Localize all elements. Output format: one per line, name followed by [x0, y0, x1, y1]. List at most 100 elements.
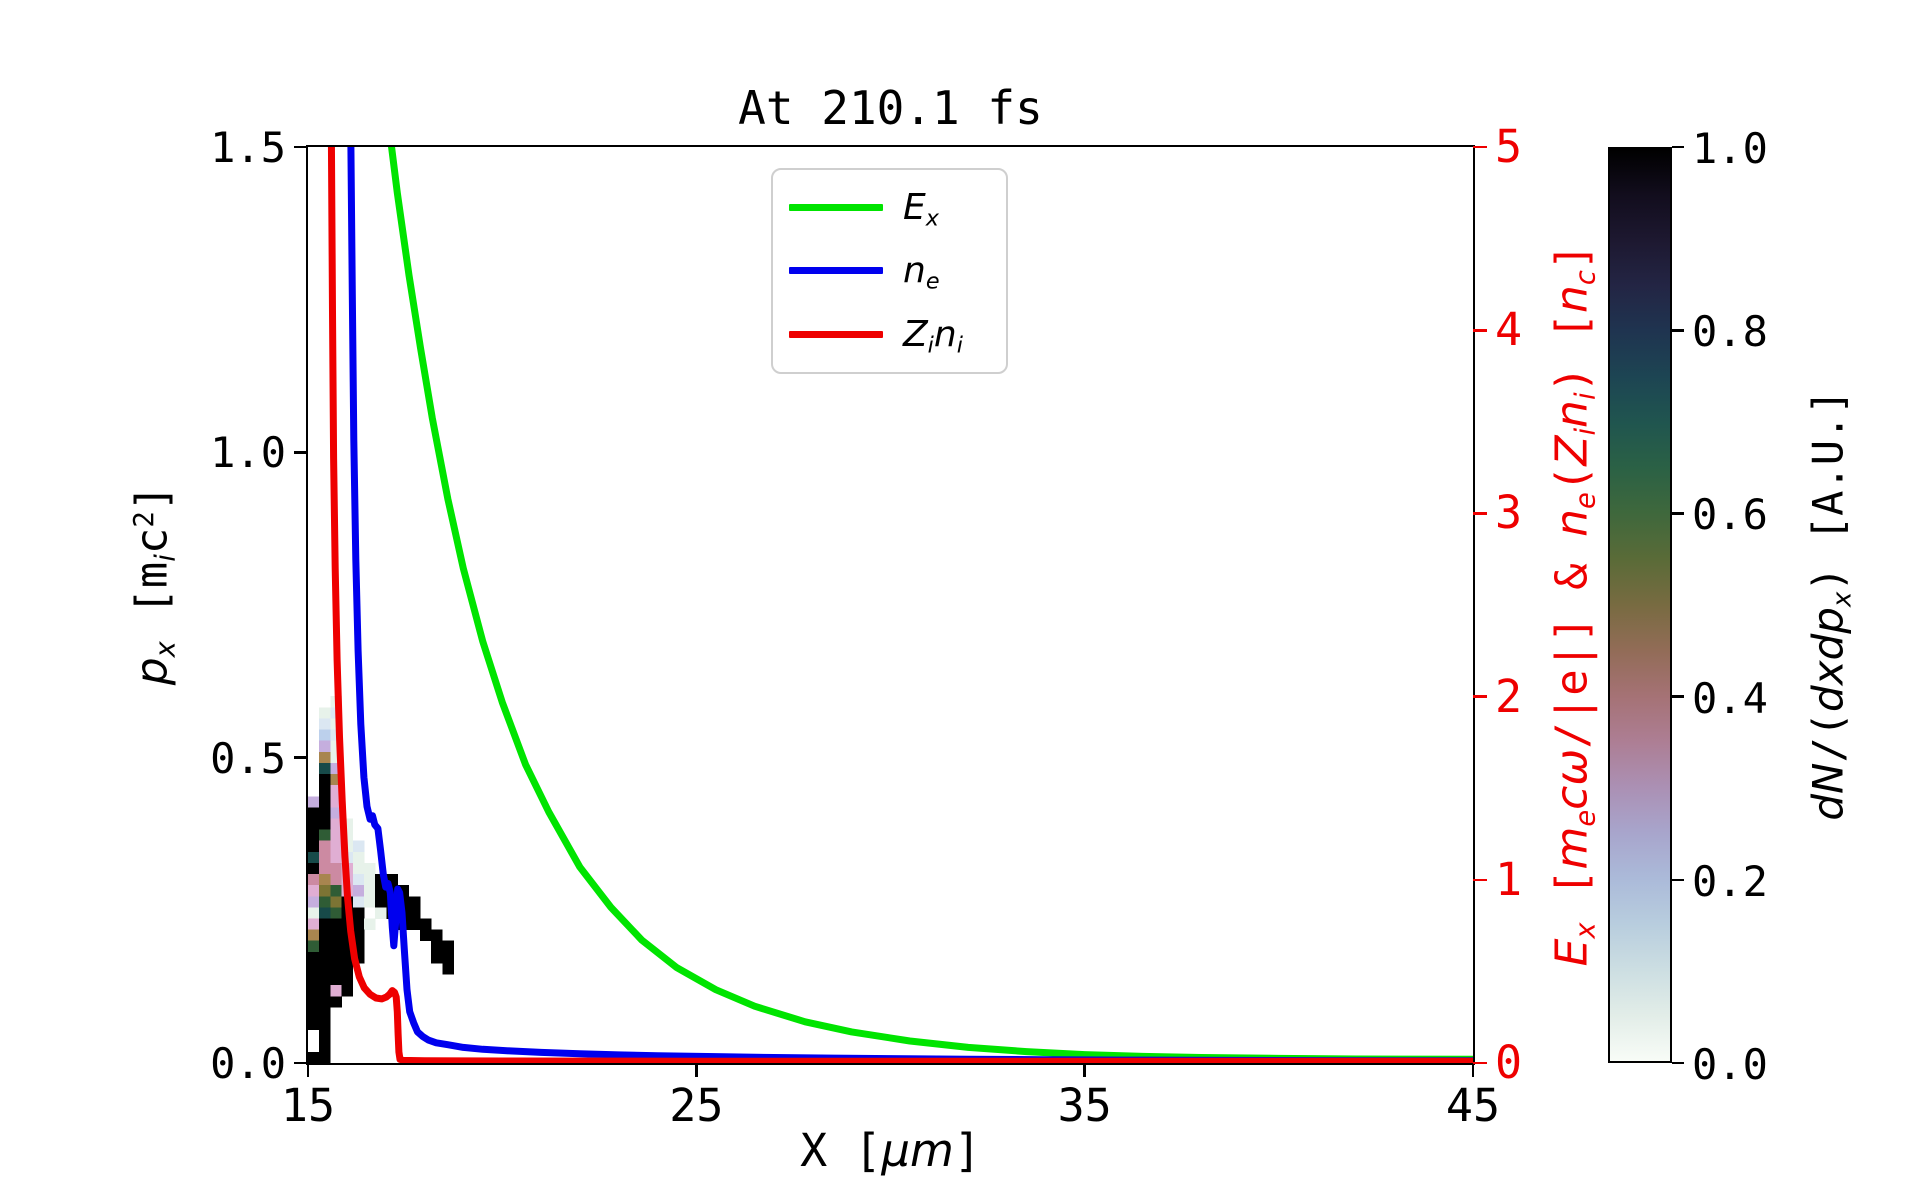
heatmap-cell [308, 996, 320, 1008]
zini-legend-line [789, 330, 883, 338]
y-right-tick-label: 0 [1495, 1036, 1523, 1089]
heatmap-cell [308, 840, 320, 853]
plot-canvas [308, 147, 1473, 1063]
legend-item-ne: ne [773, 250, 1006, 296]
heatmap-cell [319, 796, 331, 808]
heatmap-cell [330, 974, 342, 986]
heatmap-cell [308, 851, 320, 864]
heatmap-cell [308, 796, 320, 808]
heatmap-cell [341, 962, 354, 975]
heatmap-cell [419, 918, 432, 930]
y-left-tick [294, 451, 308, 454]
heatmap-cell [352, 951, 365, 964]
colorbar-tick [1672, 329, 1684, 332]
heatmap-cell [330, 807, 342, 819]
y-right-tick [1473, 1061, 1487, 1065]
heatmap-cell [363, 896, 376, 908]
heatmap-cell [308, 818, 320, 830]
heatmap-cell [319, 885, 331, 897]
heatmap-cell [319, 829, 331, 842]
legend: Ex ne Zini [771, 168, 1008, 374]
y-right-tick-label: 4 [1495, 303, 1523, 357]
ex-curve [388, 147, 1473, 1063]
heatmap-cell [319, 896, 331, 908]
heatmap-cell [319, 707, 331, 719]
heatmap-cell [375, 896, 387, 908]
heatmap-cell [330, 951, 342, 964]
heatmap-cell [308, 940, 320, 953]
heatmap-cell [319, 851, 331, 864]
heatmap-cell [330, 918, 342, 930]
heatmap-cell [319, 1040, 331, 1053]
heatmap-cell [341, 929, 354, 942]
y-right-tick [1473, 512, 1487, 515]
heatmap-cell [308, 951, 320, 964]
ne-legend-line [789, 267, 883, 275]
heatmap-cell [319, 951, 331, 964]
heatmap-cell [352, 885, 365, 897]
heatmap-cell [375, 885, 387, 897]
heatmap-cell [319, 929, 331, 942]
heatmap-cell [319, 940, 331, 953]
heatmap-cell [308, 807, 320, 819]
heatmap-cell [330, 907, 342, 919]
heatmap-cell [319, 729, 331, 741]
heatmap-cell [352, 851, 365, 864]
heatmap-cell [330, 785, 342, 797]
ex-legend-label: Ex [903, 187, 939, 232]
y-left-tick-label: 0.5 [210, 733, 286, 783]
colorbar-tick-label: 0.4 [1692, 673, 1768, 723]
heatmap-cell [319, 1007, 331, 1019]
heatmap-cell [330, 929, 342, 942]
heatmap-cell [308, 907, 320, 919]
heatmap-cell [341, 985, 354, 997]
heatmap-cell [352, 929, 365, 942]
heatmap-cell [442, 962, 454, 975]
heatmap-cell [308, 862, 320, 875]
heatmap-cell [319, 762, 331, 775]
x-tick [306, 1063, 310, 1077]
x-axis-label: X [μm] [800, 1124, 981, 1177]
heatmap-cell [431, 929, 443, 942]
heatmap-cell [442, 940, 454, 953]
colorbar-tick [1672, 878, 1684, 882]
heatmap-cell [431, 940, 443, 953]
heatmap-cell [319, 862, 331, 875]
heatmap-cell [352, 862, 365, 875]
heatmap-cell [419, 929, 432, 942]
heatmap-cell [408, 907, 421, 919]
ne-legend-label: ne [903, 250, 940, 296]
y-right-tick [1473, 329, 1487, 332]
x-tick [1083, 1063, 1086, 1077]
y-left-tick-label: 1.0 [210, 428, 286, 478]
heatmap-cell [330, 740, 342, 753]
y-left-tick-label: 0.0 [210, 1039, 286, 1088]
heatmap-cell [319, 751, 331, 764]
heatmap-cell [442, 951, 454, 964]
x-tick [695, 1063, 698, 1077]
heatmap-cell [319, 996, 331, 1008]
heatmap-cell [319, 774, 331, 786]
heatmap-cell [330, 962, 342, 975]
heatmap-cell [330, 751, 342, 764]
heatmap-cell [352, 907, 365, 919]
heatmap-cell [308, 918, 320, 930]
heatmap-cell [397, 885, 410, 897]
heatmap-cell [319, 807, 331, 819]
heatmap-cell [319, 740, 331, 753]
heatmap-cell [319, 974, 331, 986]
heatmap-cell [330, 796, 342, 808]
y-right-tick [1473, 145, 1487, 149]
heatmap-cell [308, 1018, 320, 1030]
heatmap-cell [319, 785, 331, 797]
plot-title: At 210.1 fs [738, 81, 1043, 135]
x-tick [1471, 1063, 1475, 1077]
heatmap-cell [330, 940, 342, 953]
heatmap-cell [330, 874, 342, 886]
heatmap-cell [408, 918, 421, 930]
y-right-tick [1473, 695, 1487, 698]
y-left-tick [294, 145, 308, 149]
heatmap-cell [308, 896, 320, 908]
heatmap-cell [330, 829, 342, 842]
